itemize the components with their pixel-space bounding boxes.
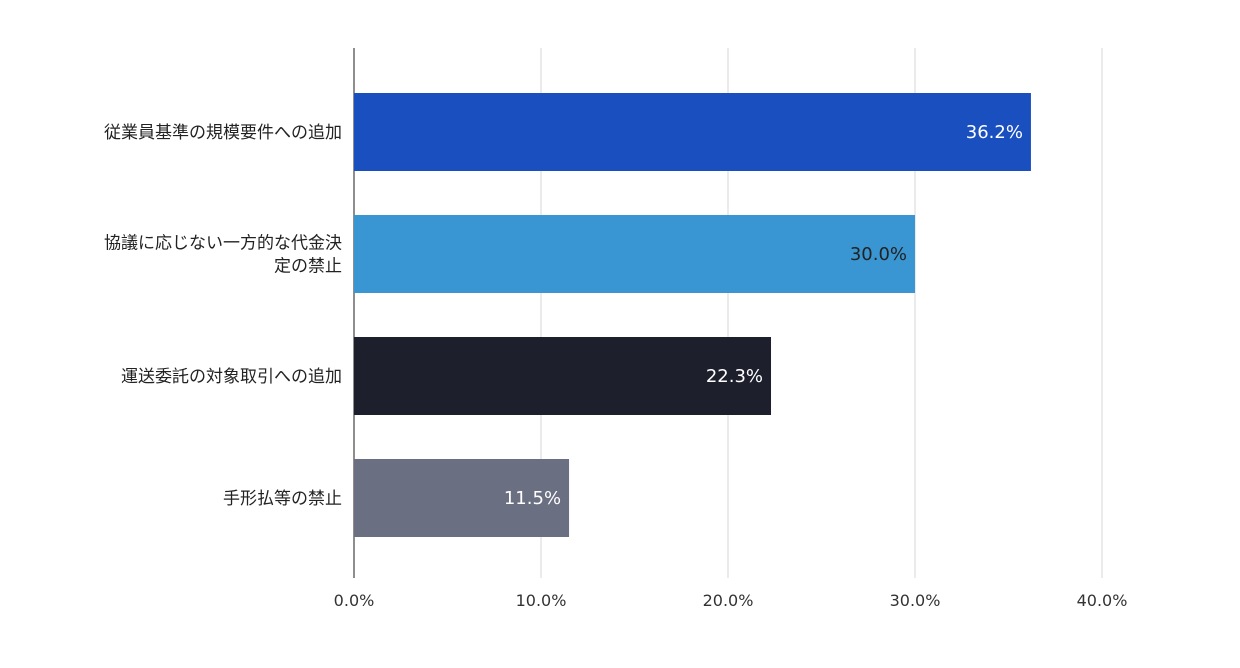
x-tick-label: 40.0%: [1077, 591, 1128, 610]
x-tick-label: 0.0%: [334, 591, 375, 610]
bar: [354, 459, 570, 537]
data-label: 22.3%: [706, 366, 763, 387]
x-tick-label: 30.0%: [890, 591, 941, 610]
data-label: 30.0%: [850, 244, 907, 265]
category-label: 運送委託の対象取引への追加: [121, 367, 342, 387]
data-label: 11.5%: [504, 488, 561, 509]
x-tick-label: 10.0%: [516, 591, 567, 610]
bar: [354, 215, 915, 293]
bar: [354, 93, 1031, 171]
data-label: 36.2%: [966, 122, 1023, 143]
x-tick-label: 20.0%: [703, 591, 754, 610]
bar: [354, 337, 772, 415]
category-label: 手形払等の禁止: [223, 489, 342, 509]
category-label: 協議に応じない一方的な代金決: [104, 234, 342, 254]
category-label: 従業員基準の規模要件への追加: [104, 123, 342, 143]
category-label: 定の禁止: [274, 257, 342, 277]
